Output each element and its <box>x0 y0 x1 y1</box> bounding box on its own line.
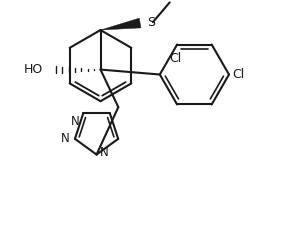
Polygon shape <box>101 18 141 30</box>
Text: HO: HO <box>24 63 43 76</box>
Text: Cl: Cl <box>169 52 181 65</box>
Text: N: N <box>100 146 108 159</box>
Text: Cl: Cl <box>232 68 244 81</box>
Text: N: N <box>61 132 70 145</box>
Text: N: N <box>71 115 79 128</box>
Text: S: S <box>147 16 155 29</box>
